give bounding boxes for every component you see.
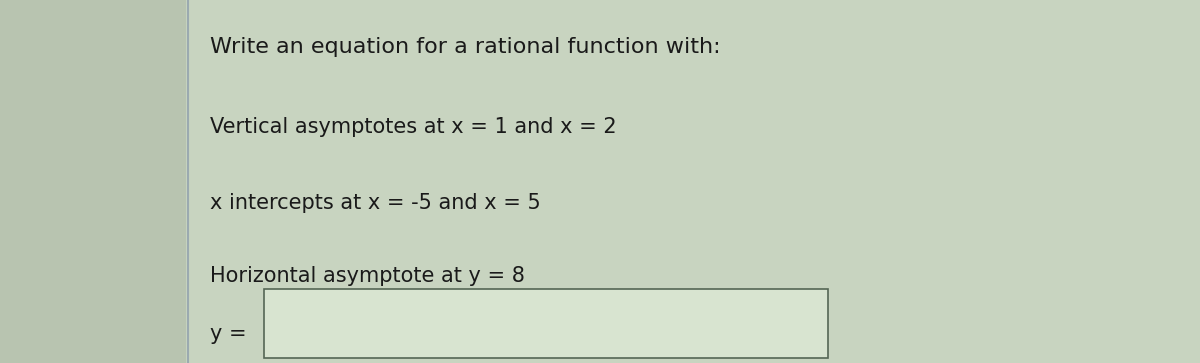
Text: Horizontal asymptote at y = 8: Horizontal asymptote at y = 8 bbox=[210, 266, 524, 286]
Text: Vertical asymptotes at x = 1 and x = 2: Vertical asymptotes at x = 1 and x = 2 bbox=[210, 117, 617, 137]
Text: y =: y = bbox=[210, 324, 247, 344]
FancyBboxPatch shape bbox=[264, 289, 828, 358]
Text: x intercepts at x = -5 and x = 5: x intercepts at x = -5 and x = 5 bbox=[210, 193, 541, 213]
Bar bbox=[0, 0, 186, 363]
Text: Write an equation for a rational function with:: Write an equation for a rational functio… bbox=[210, 37, 721, 57]
